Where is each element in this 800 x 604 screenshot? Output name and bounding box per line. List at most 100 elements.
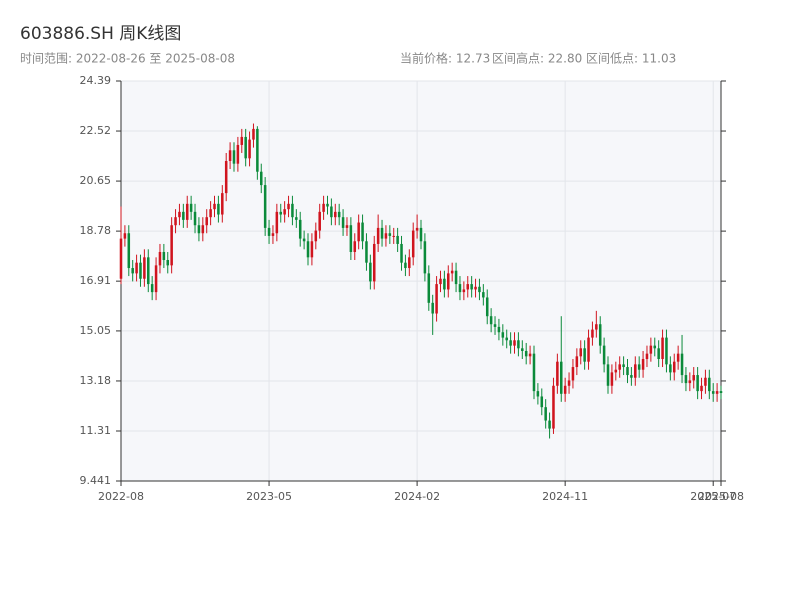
candle-body [450, 270, 454, 274]
candle-body [423, 241, 427, 274]
x-tick-label: 2024-11 [542, 490, 588, 503]
candle-body [166, 260, 170, 266]
candle-body [591, 329, 594, 338]
x-tick-label: 2023-05 [246, 490, 292, 503]
candle-body [271, 233, 275, 236]
candle-body [248, 139, 251, 159]
y-tick-label: 18.78 [80, 224, 112, 237]
candle-body [244, 136, 247, 159]
candle-body [692, 375, 695, 381]
candle-body [174, 217, 177, 226]
candle-body [509, 340, 512, 346]
candle-body [649, 345, 653, 354]
candle-body [571, 367, 575, 381]
candle-body [669, 364, 672, 373]
candle-body [318, 211, 321, 231]
candle-body [131, 268, 134, 274]
candle-body [139, 262, 142, 279]
candle-body [213, 203, 216, 210]
candle-body [275, 211, 279, 234]
candle-body [427, 273, 431, 303]
candle-body [236, 144, 240, 164]
candle-body [645, 353, 649, 360]
candle-body [154, 265, 158, 293]
candle-body [587, 337, 590, 362]
candle-body [209, 209, 212, 218]
candle-body [182, 211, 185, 220]
candle-body [540, 396, 544, 408]
x-tick-label: 2024-02 [394, 490, 440, 503]
candle-body [361, 222, 364, 242]
candle-body [505, 337, 508, 341]
candle-body [119, 238, 123, 279]
candle-body [431, 302, 434, 314]
candle-body [641, 359, 645, 370]
candle-body [380, 227, 384, 239]
candle-body [630, 375, 633, 378]
y-tick-label: 15.05 [80, 324, 112, 337]
candle-body [466, 284, 470, 290]
candle-body [544, 407, 547, 421]
candle-body [384, 233, 388, 239]
candle-body [170, 225, 173, 266]
candle-body [341, 217, 345, 228]
candle-body [634, 364, 637, 378]
candle-body [579, 348, 583, 357]
y-tick-label: 11.31 [80, 424, 112, 437]
candle-body [497, 326, 501, 333]
candle-body [123, 233, 127, 239]
annotation: 区间低点: 11.03 [586, 52, 676, 66]
candle-body [306, 241, 310, 258]
candle-body [513, 340, 516, 346]
candle-body [240, 136, 244, 145]
candle-body [127, 233, 131, 269]
candle-body [205, 217, 208, 226]
candle-body [302, 238, 306, 242]
candle-body [665, 337, 668, 365]
y-tick-label: 20.65 [80, 174, 112, 187]
candle-body [158, 251, 162, 266]
candle-body [388, 233, 392, 236]
candle-body [583, 348, 586, 362]
candle-body [602, 345, 606, 365]
candle-body [256, 128, 259, 172]
candle-body [708, 377, 711, 392]
candle-body [478, 286, 481, 293]
candle-body [704, 377, 707, 386]
candle-body [221, 193, 224, 215]
candle-body [411, 230, 415, 258]
candle-body [263, 185, 267, 228]
candle-body [185, 203, 189, 220]
candle-body [232, 150, 236, 164]
candle-body [458, 284, 462, 293]
chart-title: 603886.SH 周K线图 [20, 24, 181, 44]
candle-body [178, 211, 181, 218]
candle-body [162, 251, 166, 261]
candle-body [462, 289, 466, 293]
y-tick-label: 13.18 [80, 374, 112, 387]
candle-body [680, 353, 684, 376]
candle-body [259, 171, 263, 186]
candle-body [143, 257, 146, 279]
candle-body [657, 348, 660, 360]
candle-body [567, 380, 571, 386]
chart-subtitle: 时间范围: 2022-08-26 至 2025-08-08 [20, 52, 235, 66]
candle-body [711, 391, 715, 394]
candle-body [622, 364, 625, 368]
candle-body [489, 316, 493, 325]
candle-body [353, 241, 357, 252]
candle-body [552, 385, 555, 429]
candle-body [147, 257, 150, 285]
candle-body [334, 211, 337, 218]
candle-body [610, 372, 614, 386]
candle-body [228, 150, 232, 162]
candle-body [193, 211, 197, 226]
candle-body [252, 128, 255, 140]
candle-body [606, 364, 610, 386]
candle-body [470, 284, 473, 290]
candle-body [372, 243, 376, 282]
candle-body [419, 227, 423, 242]
candle-body [439, 278, 442, 285]
x-tick-label: 2025-08 [698, 490, 744, 503]
